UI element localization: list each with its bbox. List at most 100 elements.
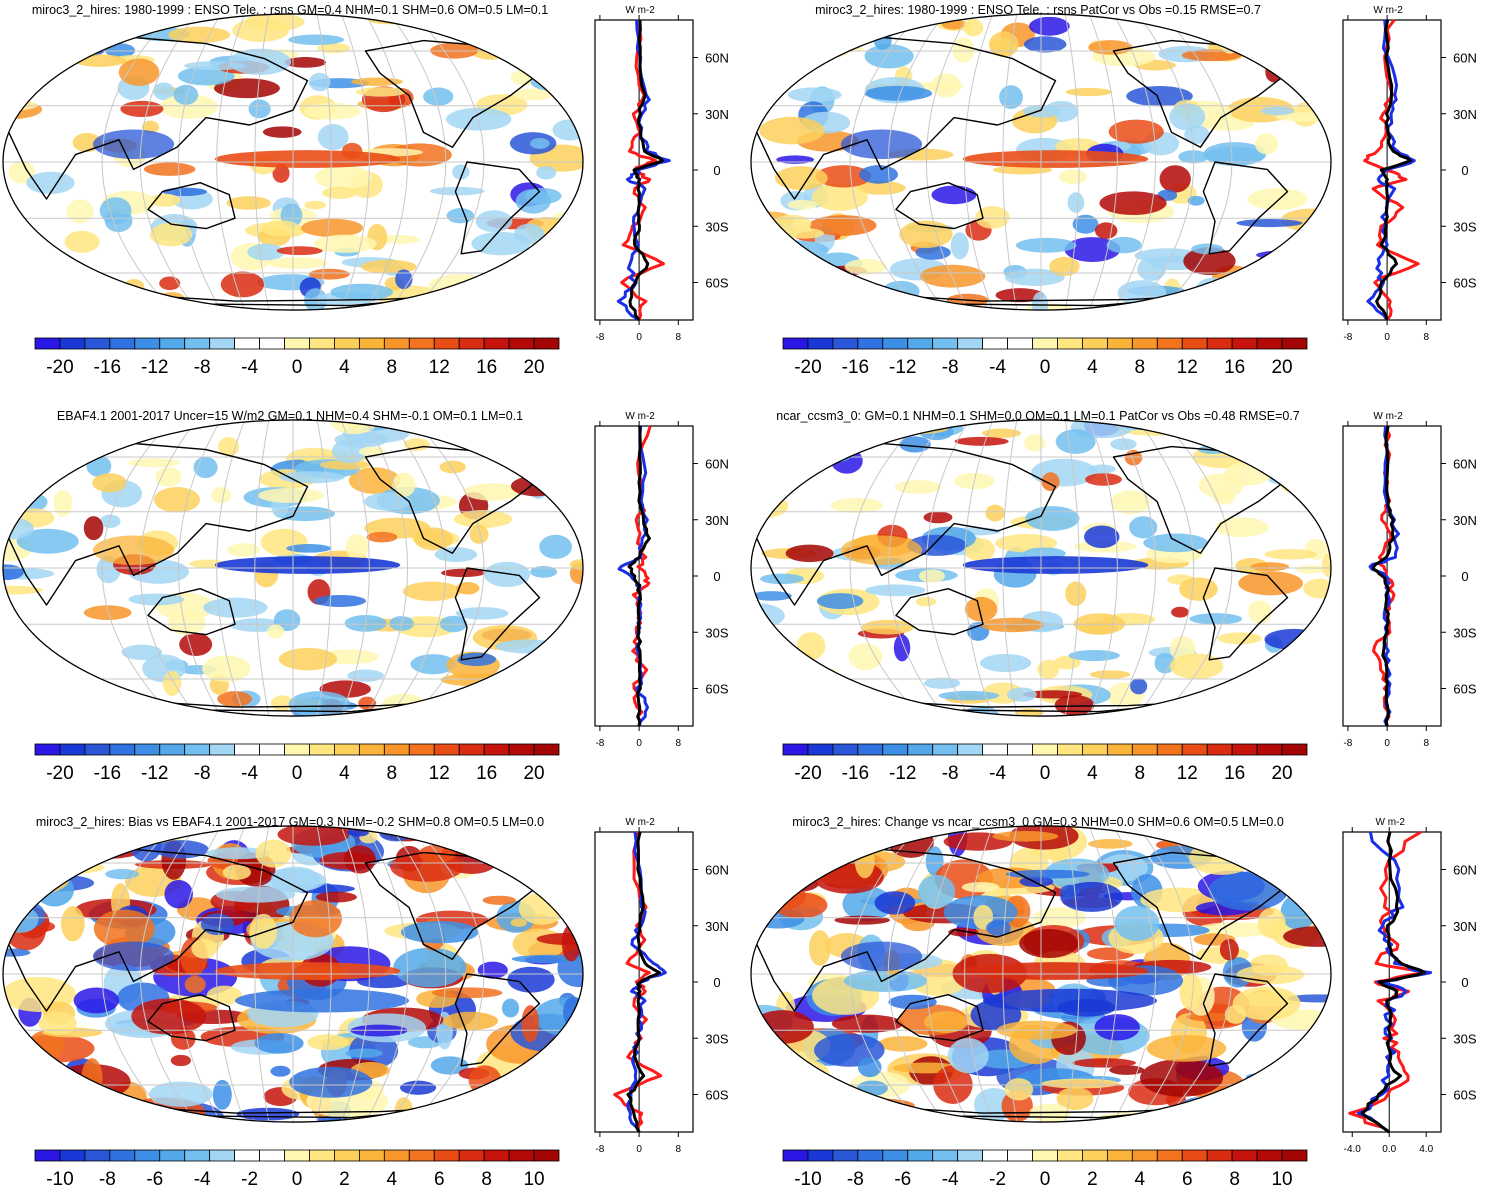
field-patch [750,825,786,851]
field-patch [2,89,23,99]
colorbar-segment [84,743,111,756]
field-patch [844,969,928,992]
field-patch [1072,1058,1137,1068]
field-patch [211,487,231,504]
field-patch [1169,653,1224,680]
field-patch [456,652,497,667]
field-patch [757,667,784,683]
longitude-line [413,13,485,311]
field-patch [750,694,770,709]
colorbar-segment [184,337,211,350]
field-patch [387,300,451,311]
field-patch [177,66,235,86]
field-patch [751,1010,814,1044]
field-patch [963,19,984,37]
field-patch [455,582,480,595]
zonal-profile: 60N 30N 0 30S 60S -8 0 8 W m-2 [1342,411,1477,749]
field-patch [1204,146,1266,164]
field-patch [1088,40,1133,55]
colorbar-tick-label: -6 [894,1169,911,1187]
colorbar-tick-label: -4 [241,763,258,784]
field-patch [888,994,937,1010]
field-patch [770,1102,791,1122]
field-patch [278,647,338,671]
field-patch [366,531,398,543]
field-patch [1297,874,1331,904]
colorbar-segment [1256,743,1283,756]
colorbar-segment [84,337,111,350]
field-patch [2,1050,19,1089]
field-patch [848,643,883,671]
colorbar-tick-label: -4 [942,1169,959,1187]
field-patch [1110,438,1137,451]
field-patch [1191,243,1224,255]
coastline [895,588,984,636]
field-patch [526,24,543,36]
colorbar-segment [483,1149,510,1162]
colorbar: -20 -16 -12 -8 -4 0 4 8 12 16 20 [34,337,560,378]
field-patch [1028,16,1070,36]
field-patch [1279,468,1328,478]
field-patch [759,668,809,685]
longitude-line [926,825,969,1123]
field-patch [1251,829,1326,857]
field-patch [1179,577,1218,601]
field-patch [923,511,953,524]
field-patch [1292,1088,1326,1106]
field-patch [2,843,45,881]
field-patch [2,1093,60,1111]
field-patch [1025,506,1080,531]
lat-label: 30N [705,513,729,528]
field-patch [184,975,206,994]
colorbar-tick-label: -4 [241,357,258,378]
lat-label: 30S [1453,625,1476,640]
field-patch [270,1065,291,1077]
field-patch [1068,649,1120,661]
longitude-line [1088,419,1118,717]
colorbar-segment [34,1149,61,1162]
panel-4: ncar_ccsm3_0: GM=0.1 NHM=0.1 SHM=0.0 OM=… [750,409,1477,784]
field-patch [322,186,358,199]
profile-line-obs [616,19,671,322]
profile-x-label: -8 [1343,332,1352,343]
colorbar-segment [259,743,285,756]
field-patch [1283,926,1331,947]
field-patch [348,467,401,494]
field-patch [392,472,416,497]
colorbar-tick-label: 2 [1087,1169,1098,1187]
field-patch [1265,277,1327,292]
colorbar-segment [259,337,285,350]
colorbar-tick-label: -8 [99,1169,116,1187]
longitude-line [849,419,921,717]
profile-x-label: 0 [636,1144,642,1155]
spcz-band [983,988,1157,1013]
field-patch [531,289,563,311]
profile-x-label: 0 [1384,738,1390,749]
field-patch [776,155,814,164]
field-patch [1254,300,1299,311]
colorbar-tick-label: 12 [1177,357,1198,378]
colorbar-segment [882,337,909,350]
coastline [454,161,541,255]
warm-pool-patch [840,129,923,160]
field-patch [16,528,79,554]
colorbar-tick-label: -8 [194,357,211,378]
lat-label: 30S [1453,219,1476,234]
field-patch [1214,517,1269,538]
field-patch [428,274,495,299]
colorbar-segment [284,337,310,350]
colorbar: -20 -16 -12 -8 -4 0 4 8 12 16 20 [782,743,1308,784]
longitude-line [254,13,270,311]
field-patch [1187,195,1205,206]
lat-label: 0 [713,569,720,584]
field-patch [527,1113,581,1123]
field-patch [31,1081,75,1097]
colorbar-segment [533,743,560,756]
field-patch [522,1112,555,1123]
coastline [1202,567,1289,661]
field-patch [202,655,251,682]
field-patch [1186,1094,1267,1123]
colorbar-segment [334,1149,360,1162]
field-patch [203,597,268,618]
field-patch [254,1033,304,1054]
